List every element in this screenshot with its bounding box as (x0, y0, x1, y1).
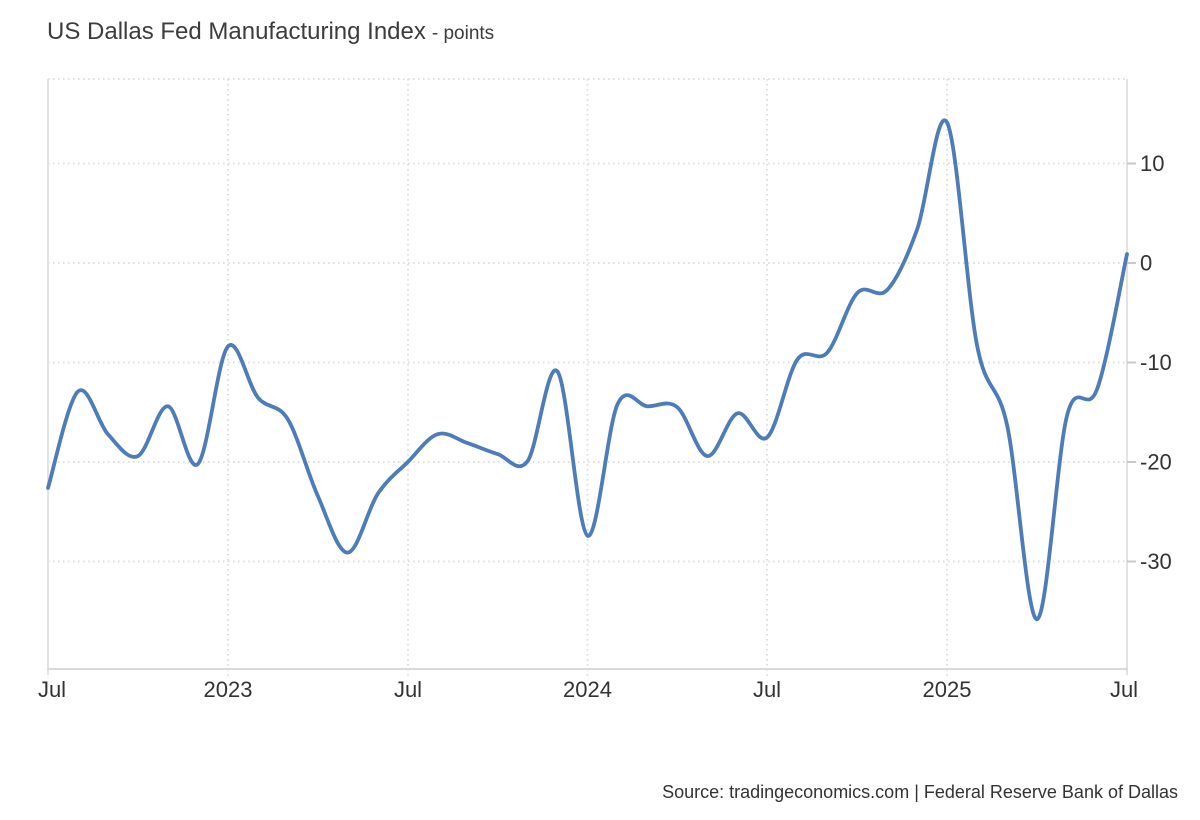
series-line[interactable] (46, 118, 1129, 622)
chart-title: US Dallas Fed Manufacturing Index (47, 18, 426, 45)
x-axis-label: 2024 (563, 677, 612, 702)
y-axis-label: -10 (1140, 350, 1172, 375)
y-axis-label: 0 (1140, 251, 1152, 276)
x-axis-label: Jul (753, 677, 781, 702)
source-attribution: Source: tradingeconomics.com | Federal R… (662, 782, 1178, 802)
x-axis-label: 2023 (204, 677, 253, 702)
plot-borders (47, 79, 1128, 675)
x-axis-label: Jul (394, 677, 422, 702)
y-axis-labels: 10 0 -10 -20 -30 (1140, 151, 1172, 574)
x-axis-label: Jul (38, 677, 66, 702)
y-axis-label: -20 (1140, 450, 1172, 475)
x-axis-label: Jul (1110, 677, 1138, 702)
x-axis-label: 2025 (923, 677, 972, 702)
chart-header: US Dallas Fed Manufacturing Index - point… (47, 18, 494, 46)
y-axis-label: -30 (1140, 549, 1172, 574)
y-axis-label: 10 (1140, 151, 1164, 176)
chart-units-label: - points (431, 23, 495, 44)
x-axis-labels: Jul 2023 Jul 2024 Jul 2025 Jul (38, 677, 1138, 702)
y-axis-ticks (1127, 162, 1136, 563)
